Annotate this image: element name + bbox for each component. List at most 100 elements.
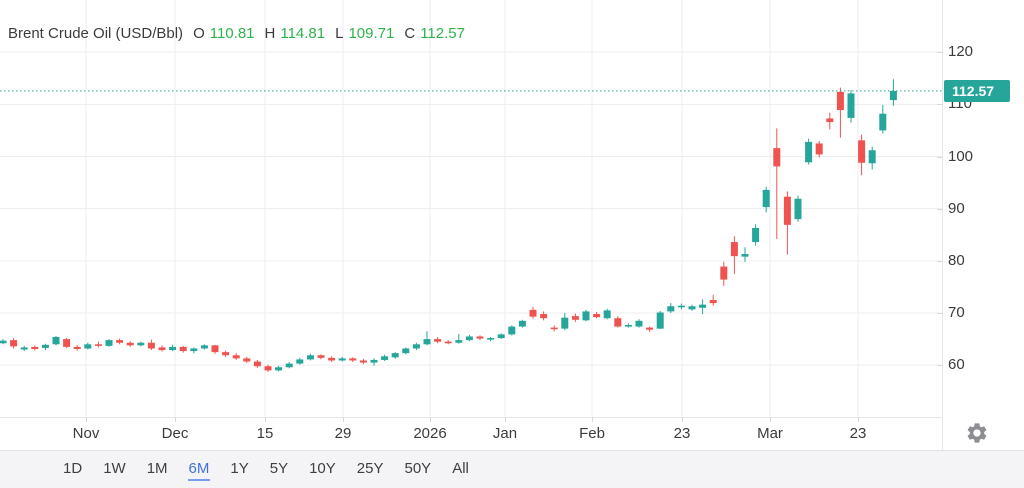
- candle[interactable]: [10, 338, 18, 349]
- candle[interactable]: [646, 326, 654, 332]
- candle[interactable]: [275, 365, 283, 372]
- candle[interactable]: [497, 333, 505, 340]
- candle[interactable]: [222, 350, 230, 357]
- candle[interactable]: [465, 334, 473, 342]
- candle[interactable]: [476, 335, 484, 341]
- candle[interactable]: [359, 358, 367, 365]
- range-1m[interactable]: 1M: [146, 458, 169, 481]
- candle[interactable]: [593, 311, 601, 319]
- candle[interactable]: [63, 338, 71, 348]
- time-axis-label: 2026: [413, 425, 447, 442]
- candle[interactable]: [508, 325, 516, 336]
- candle[interactable]: [571, 313, 579, 322]
- candle[interactable]: [264, 364, 272, 372]
- range-1w[interactable]: 1W: [102, 458, 127, 481]
- candle[interactable]: [783, 191, 791, 255]
- ohlc-low-key: L: [335, 25, 344, 42]
- candle[interactable]: [328, 356, 336, 363]
- candle[interactable]: [540, 311, 548, 321]
- gear-icon: [967, 423, 987, 443]
- candle[interactable]: [794, 195, 802, 222]
- candle[interactable]: [41, 343, 49, 351]
- candle[interactable]: [879, 104, 887, 134]
- candle[interactable]: [815, 140, 823, 158]
- candle[interactable]: [285, 362, 293, 369]
- candle[interactable]: [179, 345, 187, 353]
- candle[interactable]: [741, 247, 749, 262]
- candle[interactable]: [105, 339, 113, 347]
- candle[interactable]: [836, 87, 844, 138]
- candle[interactable]: [200, 344, 208, 350]
- candle[interactable]: [243, 356, 251, 364]
- candle[interactable]: [444, 340, 452, 345]
- candle[interactable]: [94, 341, 102, 348]
- candle[interactable]: [434, 336, 442, 344]
- range-5y[interactable]: 5Y: [269, 458, 289, 481]
- candle[interactable]: [349, 357, 357, 363]
- candle[interactable]: [656, 310, 664, 330]
- candle[interactable]: [147, 339, 155, 351]
- candle[interactable]: [561, 313, 569, 331]
- candlestick-plot[interactable]: [0, 0, 942, 417]
- candle[interactable]: [709, 294, 717, 306]
- candle[interactable]: [84, 342, 92, 350]
- candle[interactable]: [0, 339, 7, 345]
- range-25y[interactable]: 25Y: [356, 458, 385, 481]
- candle[interactable]: [381, 354, 389, 361]
- candle[interactable]: [826, 112, 834, 130]
- candle[interactable]: [614, 316, 622, 328]
- candle[interactable]: [232, 353, 240, 360]
- candle[interactable]: [391, 352, 399, 359]
- range-6m[interactable]: 6M: [187, 458, 211, 481]
- range-50y[interactable]: 50Y: [404, 458, 433, 481]
- candle[interactable]: [402, 347, 410, 355]
- candle[interactable]: [635, 319, 643, 328]
- settings-button[interactable]: [965, 421, 989, 445]
- candle[interactable]: [423, 331, 431, 346]
- candle[interactable]: [31, 345, 39, 351]
- candle[interactable]: [190, 347, 198, 354]
- candle[interactable]: [529, 306, 537, 319]
- candle[interactable]: [116, 338, 124, 345]
- candle[interactable]: [624, 323, 632, 328]
- range-1d[interactable]: 1D: [62, 458, 83, 481]
- candle[interactable]: [868, 146, 876, 170]
- candle[interactable]: [582, 309, 590, 322]
- candle[interactable]: [20, 345, 28, 352]
- candle[interactable]: [889, 79, 897, 106]
- candle[interactable]: [412, 342, 420, 351]
- candle[interactable]: [169, 344, 177, 352]
- candle[interactable]: [137, 341, 145, 347]
- candle[interactable]: [720, 261, 728, 286]
- range-1y[interactable]: 1Y: [229, 458, 249, 481]
- candle[interactable]: [52, 335, 60, 346]
- candle[interactable]: [73, 344, 81, 351]
- candle[interactable]: [752, 224, 760, 246]
- candle[interactable]: [730, 236, 738, 274]
- candle[interactable]: [211, 344, 219, 354]
- candle[interactable]: [677, 303, 685, 310]
- candle[interactable]: [317, 354, 325, 360]
- candle[interactable]: [805, 138, 813, 165]
- candle[interactable]: [518, 319, 526, 328]
- candle[interactable]: [688, 304, 696, 311]
- candle[interactable]: [762, 186, 770, 213]
- candle[interactable]: [158, 345, 166, 352]
- candle[interactable]: [858, 134, 866, 176]
- candle[interactable]: [338, 356, 346, 362]
- candle[interactable]: [487, 336, 495, 342]
- candle[interactable]: [847, 90, 855, 123]
- candle[interactable]: [667, 303, 675, 313]
- range-10y[interactable]: 10Y: [308, 458, 337, 481]
- candle[interactable]: [773, 128, 781, 239]
- candle[interactable]: [370, 358, 378, 366]
- range-all[interactable]: All: [451, 458, 470, 481]
- candle[interactable]: [253, 359, 261, 368]
- candle[interactable]: [699, 299, 707, 315]
- candle[interactable]: [126, 341, 134, 347]
- candle[interactable]: [296, 357, 304, 365]
- candle[interactable]: [550, 325, 558, 332]
- candle[interactable]: [306, 353, 314, 361]
- candle[interactable]: [455, 333, 463, 344]
- candle[interactable]: [603, 308, 611, 320]
